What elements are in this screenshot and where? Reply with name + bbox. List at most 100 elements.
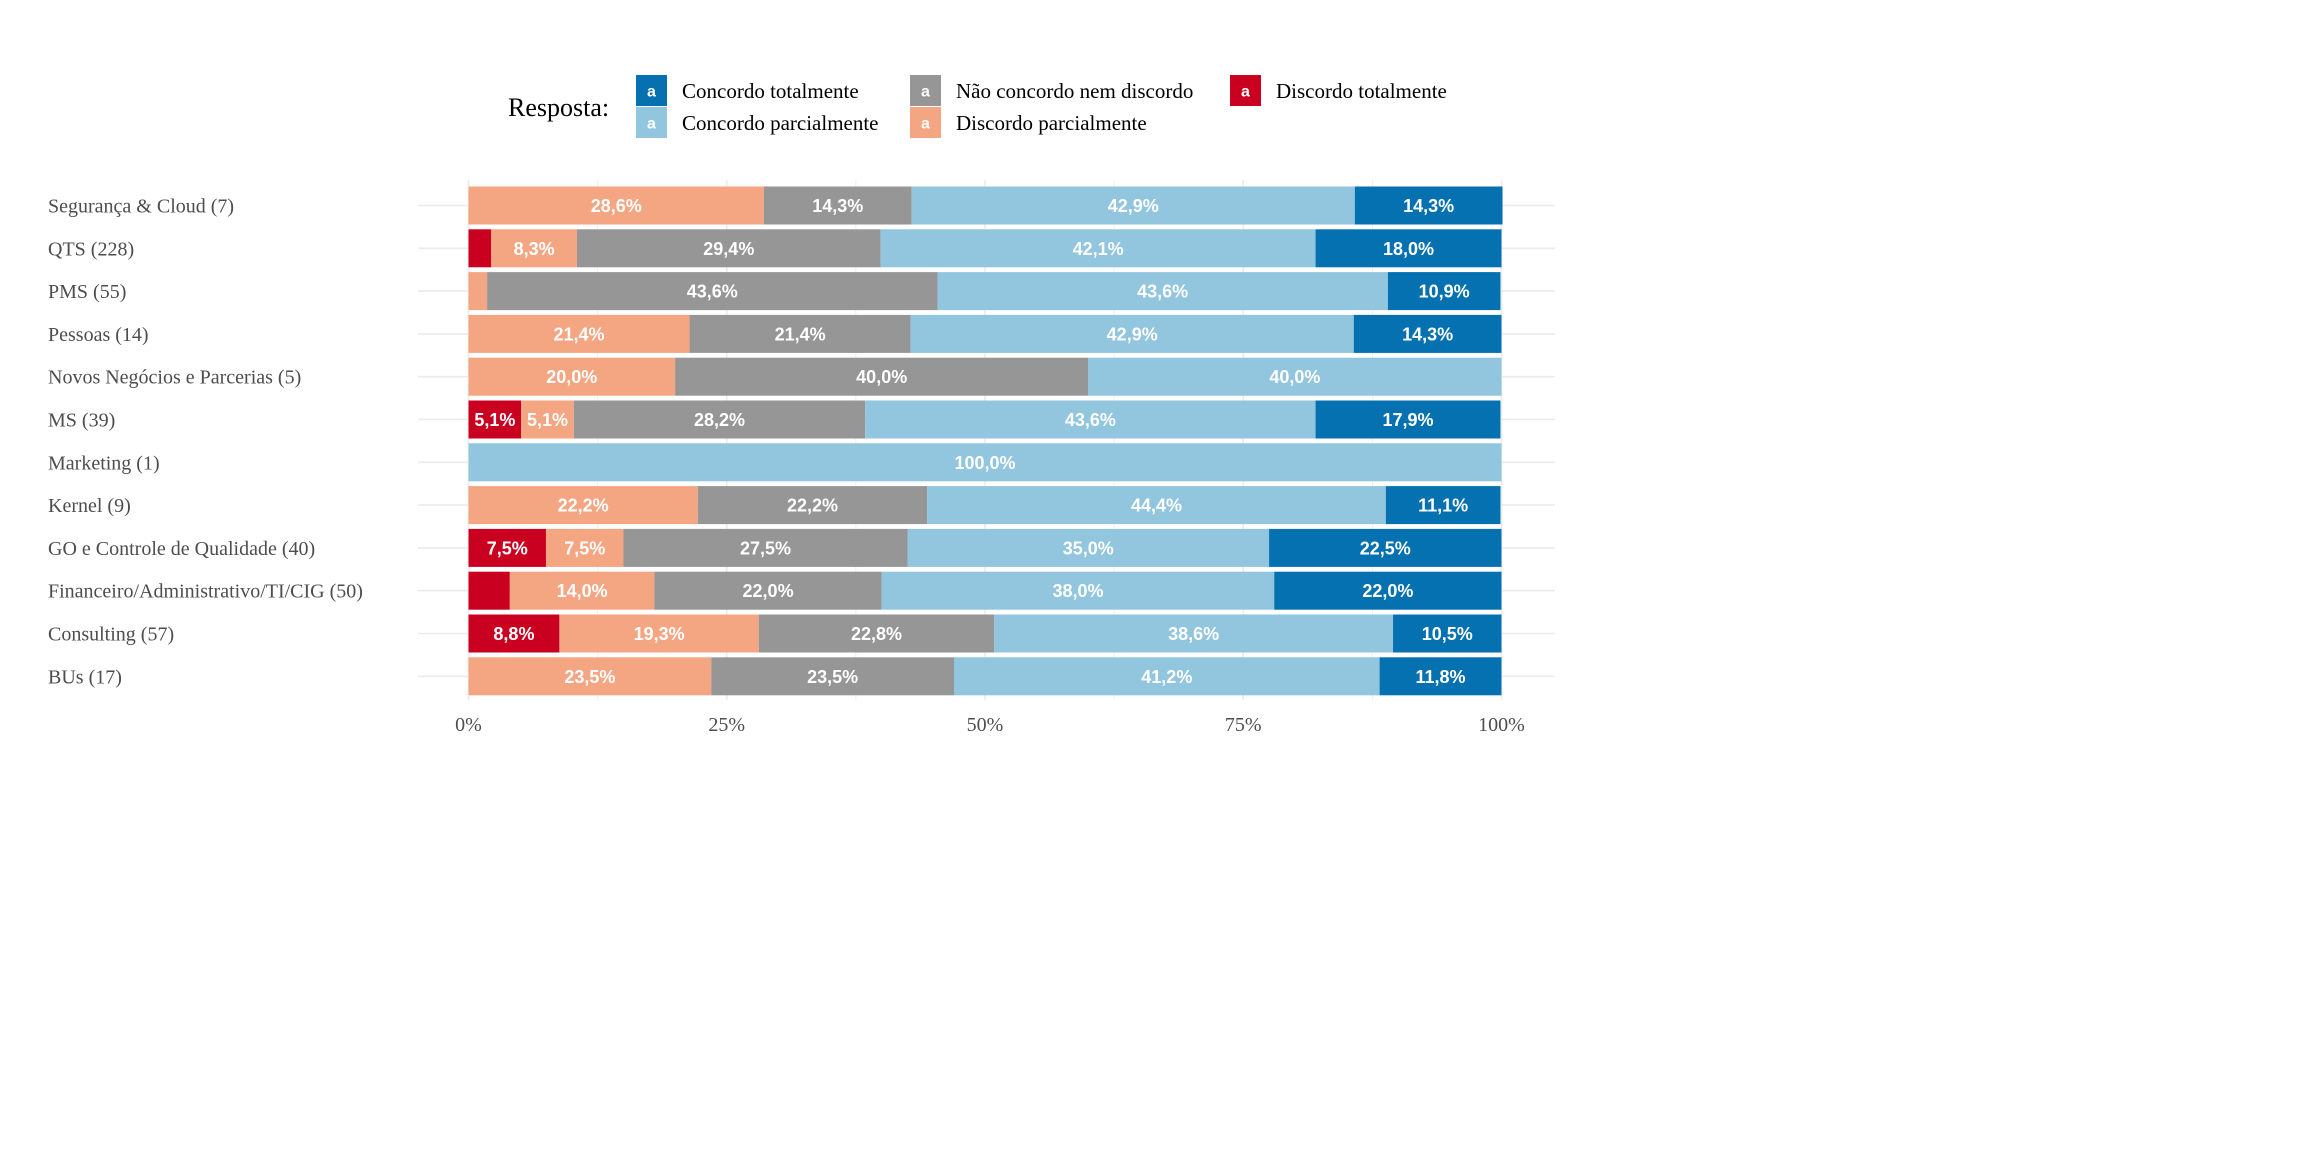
x-tick-label: 0% [455, 714, 482, 736]
legend-key-glyph: a [1241, 84, 1250, 101]
data-label: 38,6% [1168, 624, 1219, 644]
data-label: 8,8% [493, 624, 534, 644]
chart-canvas: 28,6% 14,3% 42,9% 14,3% 8,3% 29,4% 42,1% 18,0% 4… [48, 75, 1555, 737]
legend-key [1230, 75, 1261, 106]
y-tick-label: PMS (55) [48, 281, 126, 303]
bar-segment [468, 272, 488, 311]
data-label: 22,8% [851, 624, 902, 644]
data-label: 28,6% [591, 196, 642, 216]
legend-label: Discordo totalmente [1276, 79, 1447, 103]
bar-segment [711, 657, 955, 696]
legend-key-glyph: a [647, 84, 656, 101]
data-label: 42,9% [1107, 324, 1158, 344]
x-tick-label: 75% [1225, 714, 1262, 736]
legend-label: Não concordo nem discordo [956, 79, 1193, 103]
data-label: 20,0% [546, 367, 597, 387]
legend-key-glyph: a [647, 116, 656, 133]
bar-segment [559, 614, 759, 653]
data-label: 10,9% [1419, 282, 1470, 302]
data-label: 43,6% [1137, 282, 1188, 302]
bar-segment [509, 571, 655, 610]
bar-segment [689, 314, 911, 353]
legend-key [636, 75, 667, 106]
bar-segment [545, 528, 624, 567]
data-label: 23,5% [807, 667, 858, 687]
bar-segment [1385, 486, 1501, 525]
data-label: 43,6% [1065, 410, 1116, 430]
data-label: 42,1% [1073, 239, 1124, 259]
bar-segment [1379, 657, 1502, 696]
bar-segment [468, 571, 510, 610]
bar-segment [468, 443, 1502, 482]
bar-segment [937, 272, 1388, 311]
data-label: 19,3% [634, 624, 685, 644]
data-label: 28,2% [694, 410, 745, 430]
y-tick-label: Pessoas (14) [48, 324, 149, 346]
bar-segment [468, 486, 698, 525]
bar-segment [911, 186, 1355, 225]
y-tick-label: BUs (17) [48, 666, 122, 688]
data-label: 7,5% [487, 538, 528, 558]
bar-segment [758, 614, 995, 653]
bar-segment [910, 314, 1354, 353]
legend-key-glyph: a [921, 116, 930, 133]
bar-segment [865, 400, 1316, 439]
data-label: 14,3% [1403, 196, 1454, 216]
legend-entry: a Concordo totalmente [636, 75, 859, 106]
legend-key [636, 107, 667, 138]
data-label: 100,0% [954, 453, 1015, 473]
data-label: 35,0% [1063, 538, 1114, 558]
bar-segment [468, 357, 676, 396]
data-labels-layer: 28,6% 14,3% 42,9% 14,3% 8,3% 29,4% 42,1% 18,0% 4… [474, 196, 1472, 687]
bar-segment [907, 528, 1270, 567]
bar-segment [1353, 314, 1502, 353]
bar-segment [1393, 614, 1502, 653]
y-tick-label: Marketing (1) [48, 452, 160, 474]
axis-layer: Segurança & Cloud (7) QTS (228) PMS (55) Pe… [48, 196, 1525, 737]
x-tick-label: 50% [967, 714, 1004, 736]
y-tick-label: QTS (228) [48, 238, 134, 260]
legend-entry: a Não concordo nem discordo [910, 75, 1193, 106]
y-tick-label: Segurança & Cloud (7) [48, 196, 234, 218]
bar-segment [954, 657, 1380, 696]
data-label: 7,5% [564, 538, 605, 558]
bars-layer [468, 186, 1503, 696]
bar-segment [697, 486, 928, 525]
bar-segment [1315, 229, 1502, 268]
data-label: 29,4% [703, 239, 754, 259]
y-tick-label: Financeiro/Administrativo/TI/CIG (50) [48, 581, 363, 603]
y-tick-label: Novos Negócios e Parcerias (5) [48, 367, 301, 389]
legend-key [910, 75, 941, 106]
bar-segment [468, 657, 712, 696]
x-tick-label: 25% [708, 714, 745, 736]
legend-entry: a Discordo totalmente [1230, 75, 1447, 106]
bar-segment [1274, 571, 1502, 610]
x-tick-label: 100% [1478, 714, 1525, 736]
bar-segment [468, 614, 560, 653]
y-tick-label: Consulting (57) [48, 624, 174, 646]
bar-segment [654, 571, 882, 610]
data-label: 40,0% [856, 367, 907, 387]
bar-segment [1387, 272, 1501, 311]
data-label: 21,4% [775, 324, 826, 344]
bar-segment [468, 229, 492, 268]
data-label: 21,4% [554, 324, 605, 344]
data-label: 42,9% [1108, 196, 1159, 216]
data-label: 5,1% [527, 410, 568, 430]
data-label: 27,5% [740, 538, 791, 558]
legend-entry: a Concordo parcialmente [636, 107, 879, 138]
data-label: 10,5% [1422, 624, 1473, 644]
bar-segment [1269, 528, 1502, 567]
bar-segment [576, 229, 881, 268]
data-label: 8,3% [514, 239, 555, 259]
bar-segment [468, 314, 690, 353]
bar-segment [994, 614, 1394, 653]
data-label: 41,2% [1141, 667, 1192, 687]
bar-segment [491, 229, 577, 268]
data-label: 14,3% [1402, 324, 1453, 344]
legend-label: Discordo parcialmente [956, 111, 1147, 135]
bar-segment [468, 186, 764, 225]
bar-segment [1088, 357, 1502, 396]
legend-label: Concordo totalmente [682, 79, 859, 103]
data-label: 38,0% [1052, 581, 1103, 601]
